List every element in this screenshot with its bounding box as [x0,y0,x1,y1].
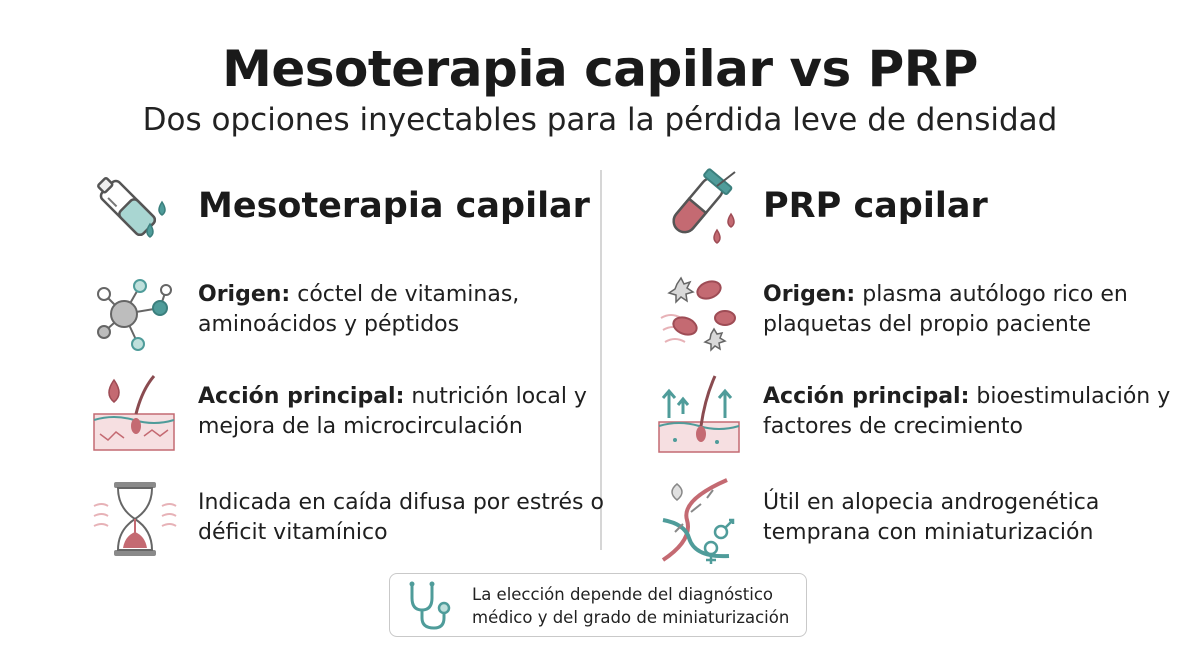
row-body: bioestimulación y factores de crecimient… [763,384,1171,439]
mesotherapy-column: Mesoterapia capilar Origen: cóctel de vi… [90,160,610,560]
row-body: Indicada en caída difusa por estrés o dé… [198,490,604,545]
blood-tube-icon [655,168,745,250]
mesotherapy-heading: Mesoterapia capilar [198,186,590,226]
mesotherapy-action-row: Acción principal: nutrición local y mejo… [90,370,610,460]
diagnosis-note: La elección depende del diagnóstico médi… [389,573,807,637]
row-body: plasma autólogo rico en plaquetas del pr… [763,282,1128,337]
prp-action-row: Acción principal: bioestimulación y fact… [655,370,1175,460]
row-body: Útil en alopecia androgenética temprana … [763,490,1100,545]
prp-header: PRP capilar [655,160,1175,250]
row-body: cóctel de vitaminas, aminoácidos y pépti… [198,282,520,337]
hourglass-icon [90,476,180,566]
prp-origin-text: Origen: plasma autólogo rico en plaqueta… [763,280,1183,340]
mesotherapy-action-text: Acción principal: nutrición local y mejo… [198,382,618,442]
molecule-icon [90,268,180,358]
mesotherapy-header: Mesoterapia capilar [90,160,610,250]
mesotherapy-origin-row: Origen: cóctel de vitaminas, aminoácidos… [90,268,610,358]
page-title: Mesoterapia capilar vs PRP [222,40,978,98]
mesotherapy-indication-row: Indicada en caída difusa por estrés o dé… [90,476,610,566]
row-label: Origen: [198,282,291,307]
prp-column: PRP capilar Origen: plasma autólogo rico… [655,160,1175,564]
mesotherapy-origin-text: Origen: cóctel de vitaminas, aminoácidos… [198,280,618,340]
prp-indication-row: Útil en alopecia androgenética temprana … [655,476,1175,566]
follicle-growth-icon [655,370,745,460]
dna-icon [655,476,745,566]
ampoule-icon [90,168,180,250]
row-label: Origen: [763,282,856,307]
page-subtitle: Dos opciones inyectables para la pérdida… [142,102,1058,138]
diagnosis-note-text: La elección depende del diagnóstico médi… [472,585,790,627]
row-label: Acción principal: [198,384,405,409]
prp-indication-text: Útil en alopecia androgenética temprana … [763,488,1183,548]
column-divider [600,170,602,550]
mesotherapy-indication-text: Indicada en caída difusa por estrés o dé… [198,488,618,548]
stethoscope-icon [404,580,456,632]
prp-action-text: Acción principal: bioestimulación y fact… [763,382,1183,442]
prp-origin-row: Origen: plasma autólogo rico en plaqueta… [655,268,1175,358]
blood-cells-icon [655,268,745,358]
row-label: Acción principal: [763,384,970,409]
skin-follicle-icon [90,370,180,460]
prp-heading: PRP capilar [763,186,988,226]
row-body: nutrición local y mejora de la microcirc… [198,384,587,439]
